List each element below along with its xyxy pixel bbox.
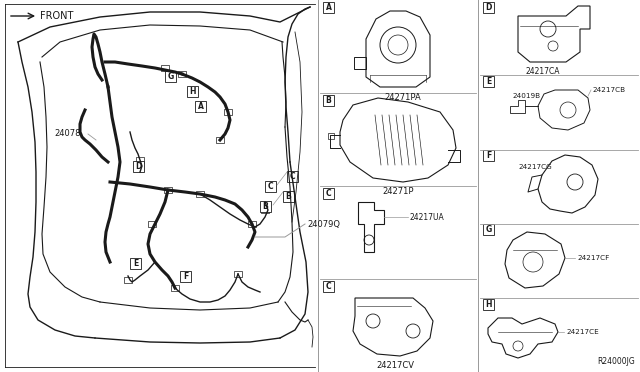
- Text: 24217CF: 24217CF: [577, 255, 609, 261]
- Bar: [260, 201, 271, 212]
- Bar: [287, 171, 298, 182]
- Text: B: B: [326, 96, 332, 105]
- Bar: [164, 187, 172, 193]
- Bar: [124, 277, 132, 283]
- Text: C: C: [268, 182, 273, 191]
- Text: 24217UA: 24217UA: [410, 212, 445, 221]
- Bar: [261, 207, 269, 213]
- Bar: [136, 157, 144, 163]
- Bar: [323, 95, 334, 106]
- Bar: [165, 71, 176, 82]
- Text: F: F: [486, 151, 491, 160]
- Bar: [171, 285, 179, 291]
- Bar: [130, 258, 141, 269]
- Bar: [283, 191, 294, 202]
- Bar: [323, 188, 334, 199]
- Text: R24000JG: R24000JG: [597, 357, 635, 366]
- Text: 24217CG: 24217CG: [518, 164, 552, 170]
- Text: D: D: [135, 162, 141, 171]
- Bar: [180, 271, 191, 282]
- Text: 24019B: 24019B: [512, 93, 540, 99]
- Text: E: E: [133, 259, 138, 268]
- Text: FRONT: FRONT: [40, 11, 74, 21]
- Bar: [195, 101, 206, 112]
- Text: 24217CE: 24217CE: [566, 329, 599, 335]
- Bar: [161, 65, 169, 71]
- Bar: [483, 299, 494, 310]
- Bar: [483, 150, 494, 161]
- Bar: [216, 137, 224, 143]
- Text: C: C: [326, 189, 332, 198]
- Bar: [483, 76, 494, 87]
- Text: H: H: [189, 87, 196, 96]
- Text: E: E: [486, 77, 491, 86]
- Text: G: G: [485, 225, 492, 234]
- Bar: [178, 71, 186, 77]
- Text: G: G: [168, 72, 173, 81]
- Bar: [248, 221, 256, 227]
- Text: A: A: [326, 3, 332, 12]
- Text: 24217CA: 24217CA: [525, 67, 560, 77]
- Bar: [234, 271, 242, 277]
- Text: C: C: [290, 172, 295, 181]
- Bar: [196, 191, 204, 197]
- Bar: [328, 133, 334, 139]
- Text: 24079Q: 24079Q: [307, 219, 340, 228]
- Text: 24078: 24078: [54, 129, 81, 138]
- Text: 24217CV: 24217CV: [376, 362, 414, 371]
- Text: 24217CB: 24217CB: [592, 87, 625, 93]
- Text: B: B: [285, 192, 291, 201]
- Text: F: F: [183, 272, 188, 281]
- Bar: [187, 86, 198, 97]
- Text: D: D: [485, 3, 492, 12]
- Text: A: A: [198, 102, 204, 111]
- Bar: [265, 181, 276, 192]
- Bar: [323, 281, 334, 292]
- Bar: [133, 161, 144, 172]
- Text: B: B: [262, 202, 268, 211]
- Bar: [483, 224, 494, 235]
- Bar: [148, 221, 156, 227]
- Text: C: C: [326, 282, 332, 291]
- Text: H: H: [485, 300, 492, 309]
- Bar: [323, 2, 334, 13]
- Bar: [224, 109, 232, 115]
- Text: 24271P: 24271P: [382, 187, 413, 196]
- Text: 24271PA: 24271PA: [385, 93, 421, 102]
- Bar: [483, 2, 494, 13]
